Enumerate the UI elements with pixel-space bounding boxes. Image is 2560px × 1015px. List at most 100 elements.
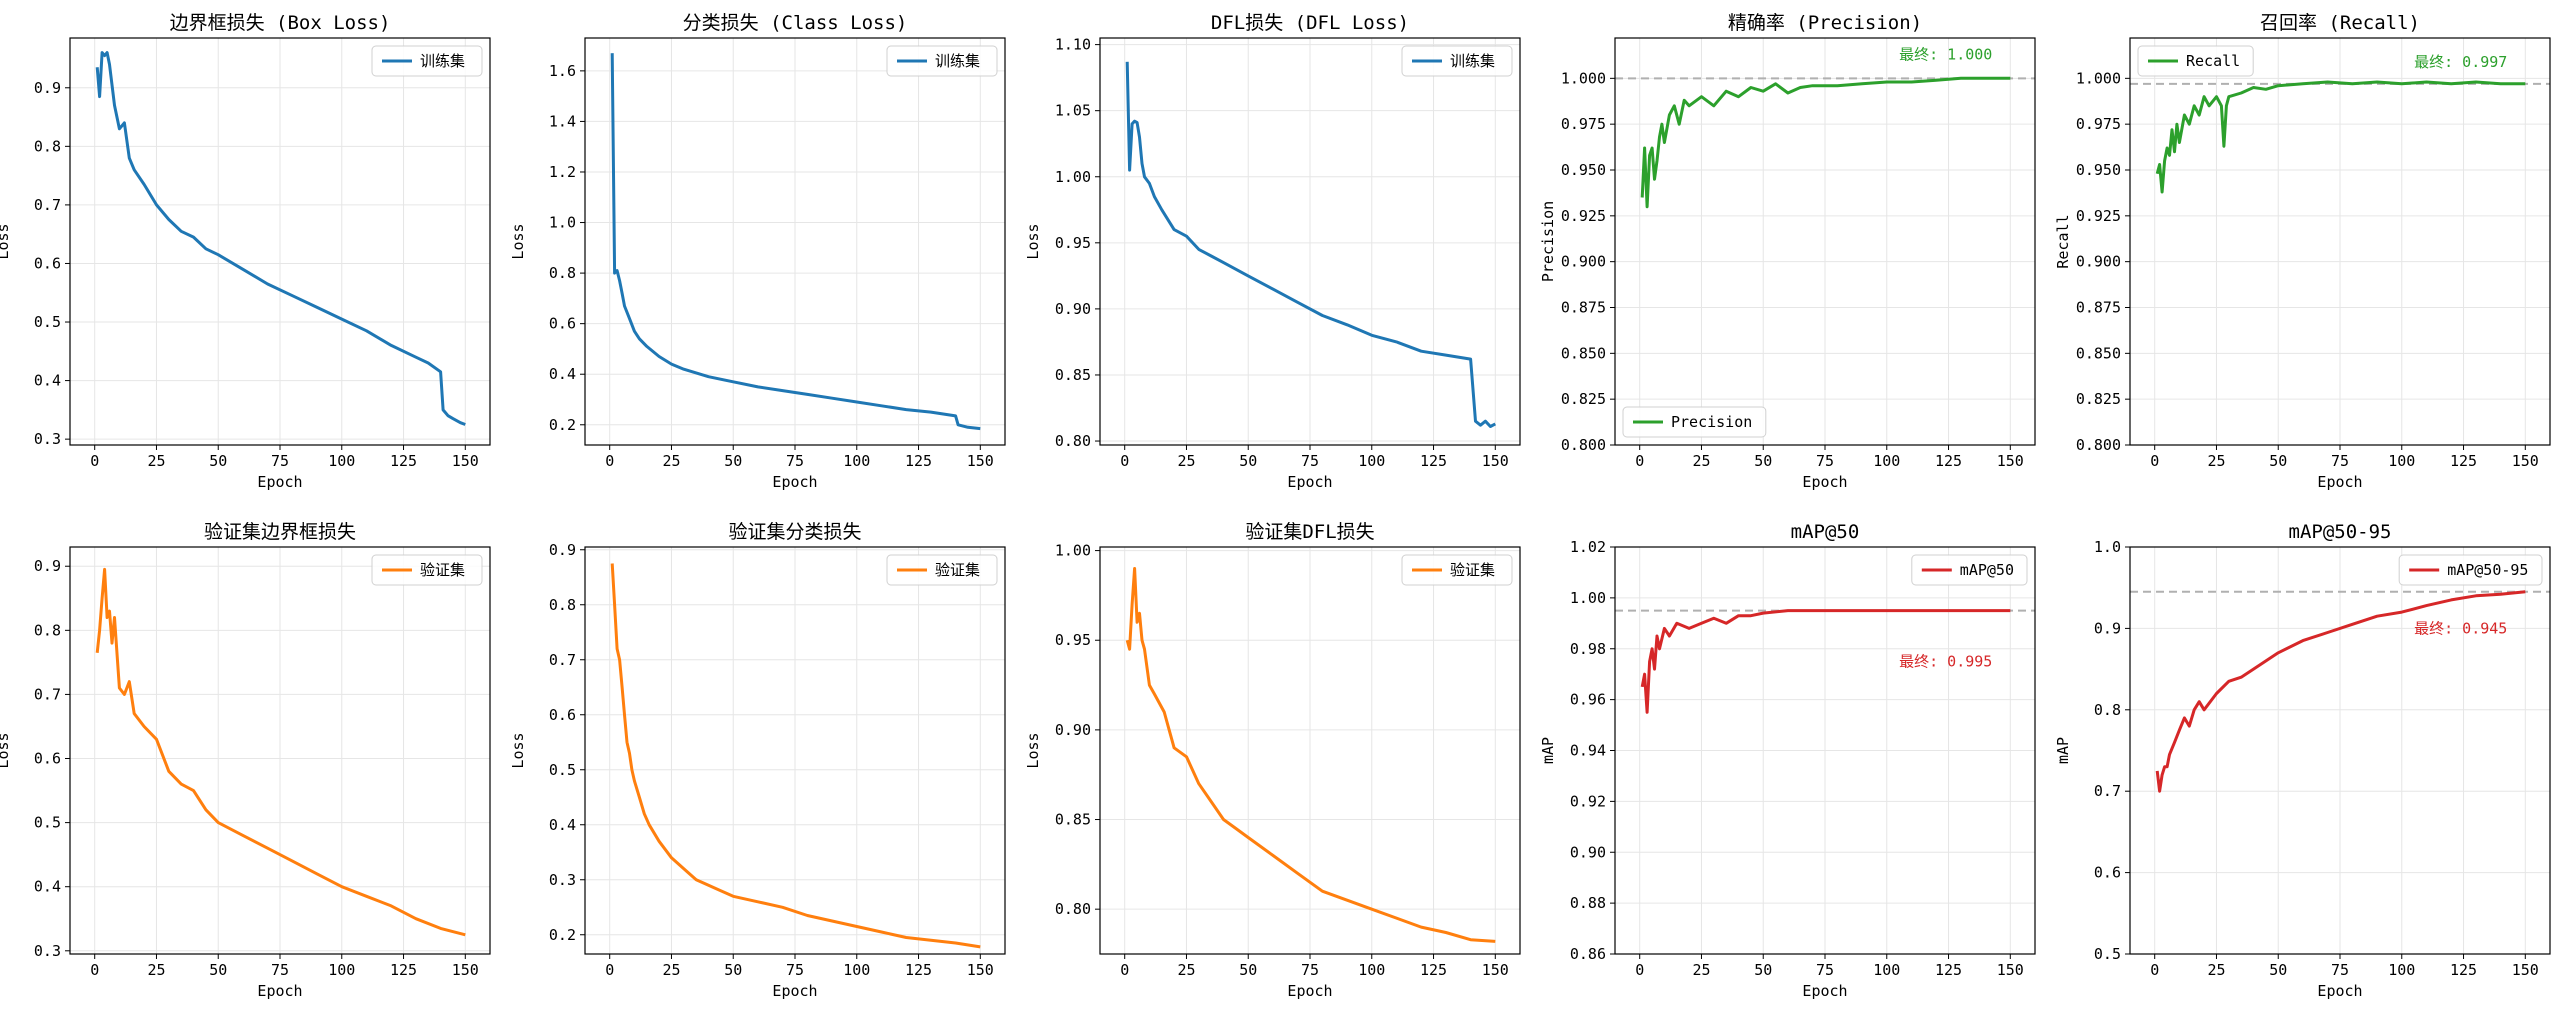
x-tick-label: 100 (328, 452, 355, 470)
y-tick-label: 0.950 (2076, 161, 2121, 179)
x-tick-label: 100 (843, 961, 870, 979)
y-tick-label: 0.80 (1055, 900, 1091, 918)
x-tick-label: 25 (1692, 961, 1710, 979)
y-axis-label: Loss (1024, 732, 1042, 768)
x-tick-label: 150 (452, 452, 479, 470)
final-value-annotation: 最终: 0.995 (1899, 652, 1992, 670)
legend-label: Recall (2186, 52, 2240, 70)
x-tick-label: 25 (2207, 452, 2225, 470)
y-tick-label: 0.90 (1055, 721, 1091, 739)
y-tick-label: 0.3 (34, 942, 61, 960)
y-tick-label: 0.8 (34, 621, 61, 639)
y-tick-label: 0.7 (2094, 782, 2121, 800)
x-tick-label: 50 (1754, 452, 1772, 470)
y-tick-label: 1.2 (549, 163, 576, 181)
x-tick-label: 100 (1358, 961, 1385, 979)
y-tick-label: 1.00 (1055, 168, 1091, 186)
legend-label: Precision (1671, 413, 1752, 431)
x-tick-label: 100 (328, 961, 355, 979)
y-axis-label: mAP (1539, 737, 1557, 764)
x-tick-label: 150 (452, 961, 479, 979)
series-line-1 (1125, 567, 1496, 943)
y-tick-label: 0.95 (1055, 631, 1091, 649)
x-tick-label: 100 (1873, 452, 1900, 470)
x-tick-label: 25 (662, 452, 680, 470)
y-tick-label: 0.9 (549, 541, 576, 559)
legend: Recall (2137, 45, 2254, 77)
y-axis-label: Loss (0, 223, 12, 259)
x-tick-label: 50 (1239, 452, 1257, 470)
final-value-annotation: 最终: 1.000 (1899, 46, 1992, 64)
y-tick-label: 0.4 (549, 816, 576, 834)
y-tick-label: 0.80 (1055, 432, 1091, 450)
y-tick-label: 0.800 (1561, 436, 1606, 454)
y-tick-label: 0.800 (2076, 436, 2121, 454)
x-tick-label: 25 (1692, 452, 1710, 470)
x-tick-label: 125 (390, 961, 417, 979)
x-tick-label: 25 (147, 452, 165, 470)
x-tick-label: 25 (1177, 452, 1195, 470)
legend: 验证集 (1401, 554, 1513, 586)
series-line-1 (610, 563, 981, 949)
legend: 验证集 (886, 554, 998, 586)
y-tick-label: 0.90 (1570, 843, 1606, 861)
y-tick-label: 0.7 (549, 651, 576, 669)
y-tick-label: 0.825 (1561, 390, 1606, 408)
legend-box (371, 554, 483, 586)
x-tick-label: 125 (1420, 961, 1447, 979)
y-tick-label: 0.6 (549, 706, 576, 724)
y-tick-label: 1.02 (1570, 538, 1606, 556)
x-tick-label: 150 (967, 452, 994, 470)
y-tick-label: 0.950 (1561, 161, 1606, 179)
y-tick-label: 0.94 (1570, 742, 1606, 760)
x-axis-label: Epoch (1287, 473, 1332, 491)
y-axis-label: Loss (509, 732, 527, 768)
x-tick-label: 75 (1301, 961, 1319, 979)
chart-panel-10: 0 25 50 75 100 125 150 0.5 0.6 0.7 0.8 0.9 1.0 mAP@50… (2054, 521, 2551, 1000)
y-tick-label: 1.00 (1055, 542, 1091, 560)
x-tick-label: 25 (662, 961, 680, 979)
y-tick-label: 0.8 (2094, 701, 2121, 719)
x-axis-label: Epoch (772, 473, 817, 491)
x-tick-label: 50 (209, 961, 227, 979)
y-tick-label: 0.4 (549, 365, 576, 383)
x-tick-label: 50 (209, 452, 227, 470)
legend-box (1401, 554, 1513, 586)
series-line-1 (1640, 76, 2011, 209)
x-tick-label: 75 (1816, 452, 1834, 470)
y-tick-label: 0.3 (549, 871, 576, 889)
y-tick-label: 0.7 (34, 685, 61, 703)
chart-panel-3: 0 25 50 75 100 125 150 0.80 0.85 0.90 0.95 1.00 1.05… (1024, 12, 1521, 491)
x-tick-label: 25 (2207, 961, 2225, 979)
legend: mAP@50 (1911, 554, 2028, 586)
y-tick-label: 0.8 (549, 596, 576, 614)
x-tick-label: 50 (724, 961, 742, 979)
y-tick-label: 0.900 (1561, 253, 1606, 271)
chart-panel-2: 0 25 50 75 100 125 150 0.2 0.4 0.6 0.8 1.0 1.2 1.4 1.6… (509, 12, 1006, 491)
legend-label: 训练集 (420, 52, 465, 70)
y-tick-label: 1.0 (2094, 538, 2121, 556)
y-tick-label: 0.92 (1570, 792, 1606, 810)
x-tick-label: 75 (786, 961, 804, 979)
x-axis-label: Epoch (257, 473, 302, 491)
legend-label: 验证集 (420, 561, 465, 579)
chart-title: mAP@50 (1791, 521, 1860, 543)
x-tick-label: 0 (1120, 961, 1129, 979)
y-tick-label: 0.3 (34, 430, 61, 448)
y-tick-label: 0.5 (549, 761, 576, 779)
x-tick-label: 25 (147, 961, 165, 979)
x-tick-label: 0 (1120, 452, 1129, 470)
y-tick-label: 0.6 (2094, 864, 2121, 882)
chart-panel-1: 0 25 50 75 100 125 150 0.3 0.4 0.5 0.6 0.7 0.8 0.9 边界框… (0, 12, 491, 491)
y-tick-label: 0.9 (34, 79, 61, 97)
legend: Precision (1622, 406, 1767, 438)
y-axis-label: Loss (0, 732, 12, 768)
x-tick-label: 125 (1420, 452, 1447, 470)
y-tick-label: 1.000 (1561, 69, 1606, 87)
x-tick-label: 150 (1482, 452, 1509, 470)
legend: 验证集 (371, 554, 483, 586)
x-axis-label: Epoch (1802, 473, 1847, 491)
y-tick-label: 0.9 (2094, 619, 2121, 637)
x-tick-label: 100 (2388, 452, 2415, 470)
